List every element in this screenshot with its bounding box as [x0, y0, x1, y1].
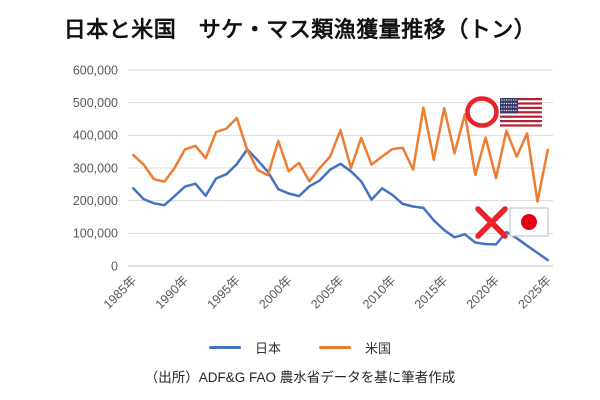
legend-item-japan: 日本	[208, 338, 281, 357]
japan-flag-icon	[509, 207, 549, 237]
x-tick-label: 2020年	[464, 273, 502, 311]
series-layer	[131, 106, 550, 262]
red-circle-mark	[465, 96, 499, 128]
us-flag-stripe	[500, 115, 542, 118]
x-tick-label: 2010年	[360, 273, 398, 311]
us-flag-star	[510, 99, 512, 101]
y-tick-label: 200,000	[73, 194, 118, 208]
y-tick-label: 400,000	[73, 129, 118, 143]
us-flag-star	[512, 106, 515, 108]
us-flag-star	[510, 106, 512, 108]
us-flag-star	[515, 102, 517, 105]
us-flag-star	[505, 102, 508, 105]
us-flag-star	[508, 109, 510, 112]
us-flag-stars	[501, 99, 517, 112]
us-flag-stripes	[500, 98, 542, 127]
x-tick-label: 1990年	[153, 273, 191, 311]
x-tick-label: 2025年	[516, 273, 554, 311]
x-tick-label: 2005年	[308, 273, 346, 311]
us-flag-star	[512, 102, 515, 105]
us-flag-star	[512, 99, 515, 101]
japan-series-line	[131, 148, 550, 262]
us-flag-stripe	[500, 102, 542, 105]
us-flag-star	[508, 102, 510, 105]
us-flag-stripe	[500, 106, 542, 109]
us-flag-star	[510, 102, 512, 105]
us-flag-star	[515, 99, 517, 101]
us-flag-star	[503, 99, 505, 101]
legend-label-us: 米国	[365, 341, 392, 356]
us-flag-star	[501, 99, 503, 101]
source-note: （出所）ADF&G FAO 農水省データを基に筆者作成	[144, 370, 456, 385]
us-flag-star	[505, 106, 508, 108]
red-cross-mark	[475, 206, 508, 239]
x-tick-label: 2015年	[412, 273, 450, 311]
us-flag-stripe	[500, 98, 542, 101]
us-series-line	[131, 106, 550, 203]
us-flag-star	[515, 106, 517, 108]
us-flag-stripe	[500, 124, 542, 127]
us-flag-star	[508, 99, 510, 101]
us-flag-star	[505, 109, 508, 112]
y-tick-label: 600,000	[73, 63, 118, 77]
x-tick-label: 1995年	[205, 273, 243, 311]
legend-item-us: 米国	[319, 338, 391, 357]
us-flag-star	[515, 109, 517, 112]
y-tick-label: 300,000	[73, 161, 118, 175]
y-tick-label: 500,000	[73, 96, 118, 110]
us-flag-star	[501, 102, 503, 105]
japan-line-swatch	[208, 345, 241, 350]
chart-legend: 日本 米国	[0, 338, 600, 357]
chart-title: 日本と米国 サケ・マス類漁獲量推移（トン）	[63, 17, 537, 42]
y-tick-label: 100,000	[73, 227, 118, 241]
legend-label-japan: 日本	[254, 341, 281, 356]
grid-layer	[128, 69, 553, 267]
us-flag-star	[505, 99, 508, 101]
us-flag-star	[501, 106, 503, 108]
us-flag-star	[503, 106, 505, 108]
us-flag-star	[503, 109, 505, 112]
y-tick-label: 0	[111, 259, 118, 273]
x-tick-label: 1985年	[101, 273, 139, 311]
x-tick-label: 2000年	[256, 273, 294, 311]
us-flag-star	[510, 109, 512, 112]
us-flag-star	[512, 109, 515, 112]
us-flag-stripe	[500, 111, 542, 114]
us-flag-stripe	[500, 120, 542, 123]
us-line-swatch	[319, 345, 351, 350]
us-flag-star	[501, 109, 503, 112]
us-flag-star	[508, 106, 510, 108]
us-flag-icon	[500, 98, 542, 127]
us-flag-star	[503, 102, 505, 105]
